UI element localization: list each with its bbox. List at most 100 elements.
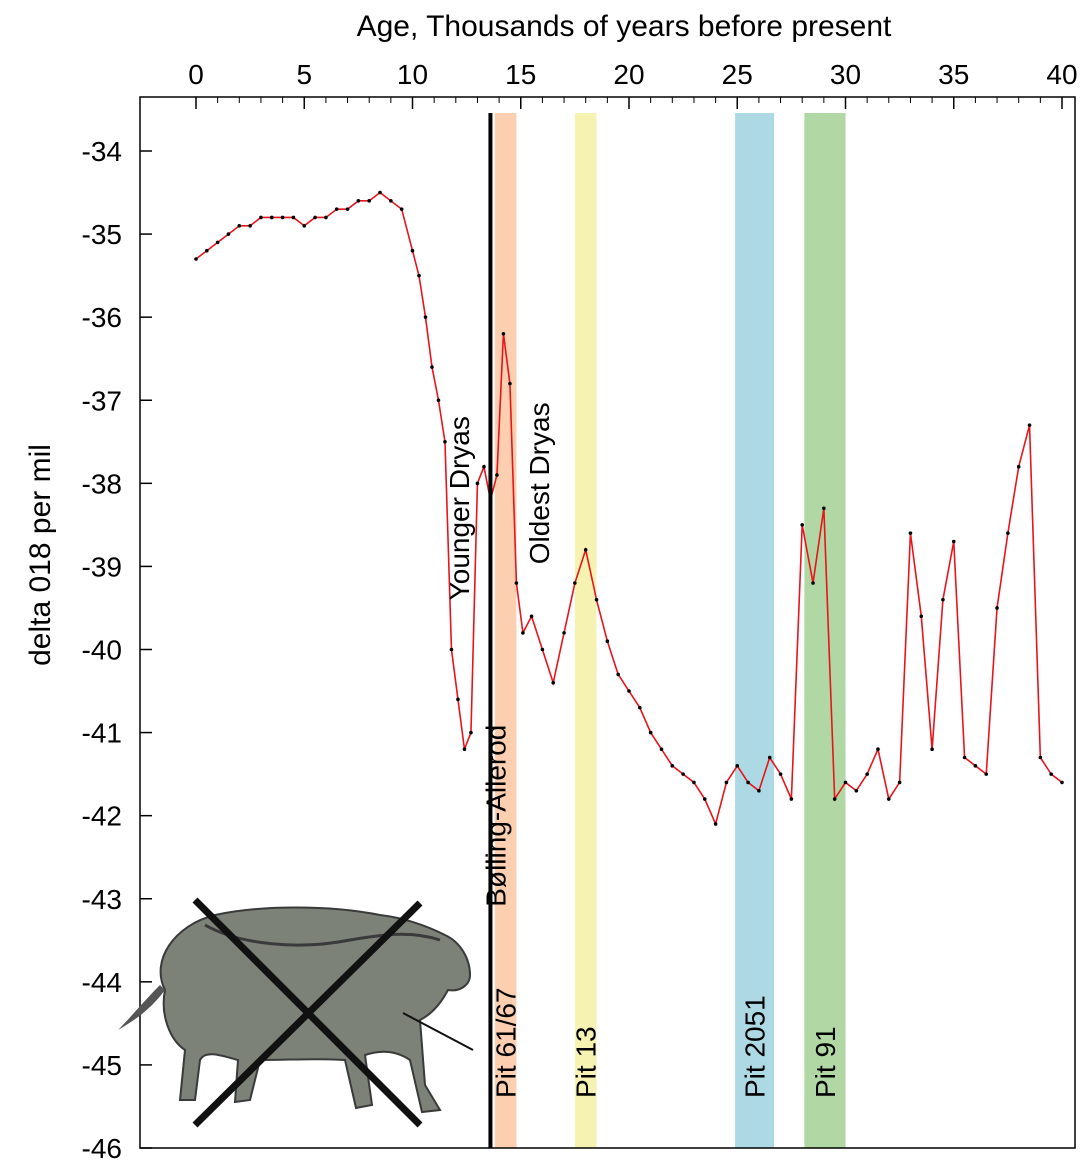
data-point-65: [822, 506, 826, 511]
data-point-59: [757, 788, 761, 793]
data-point-12: [324, 215, 328, 220]
data-point-56: [724, 780, 729, 785]
data-point-87: [1060, 780, 1064, 785]
data-point-85: [1038, 755, 1043, 760]
data-point-80: [984, 772, 989, 776]
x-tick-label-4: 20: [613, 59, 644, 90]
y-tick-label-12: -46: [82, 1133, 122, 1161]
y-tick-label-10: -44: [82, 967, 122, 998]
data-point-79: [973, 764, 978, 768]
x-axis-title: Age, Thousands of years before present: [357, 10, 892, 43]
data-point-26: [449, 647, 454, 652]
data-point-48: [638, 705, 642, 710]
band-1: [574, 113, 597, 1148]
data-point-7: [269, 215, 274, 220]
y-tick-label-6: -40: [82, 635, 122, 666]
band-labels: Pit 61/67 Pit 13 Pit 2051 Pit 91: [491, 987, 841, 1098]
x-tick-label-7: 35: [938, 59, 969, 90]
band-label-1: Pit 13: [571, 1026, 602, 1098]
data-point-49: [648, 730, 653, 735]
data-point-38: [529, 614, 534, 619]
data-point-64: [811, 581, 815, 585]
annotation-1: Oldest Dryas: [524, 402, 555, 564]
data-point-25: [443, 439, 447, 444]
x-tick-label-6: 30: [830, 59, 861, 90]
data-point-20: [410, 248, 415, 253]
data-point-41: [562, 631, 566, 635]
x-tick-label-8: 40: [1046, 59, 1077, 90]
data-point-74: [919, 614, 924, 619]
y-tick-label-0: -34: [82, 136, 122, 167]
data-point-9: [291, 215, 296, 220]
band-label-2: Pit 2051: [740, 995, 771, 1098]
wolf-icon: [118, 897, 474, 1128]
data-point-67: [843, 780, 848, 785]
data-point-35: [508, 381, 512, 386]
band-0: [494, 113, 517, 1148]
band-2: [735, 113, 775, 1148]
data-point-11: [313, 215, 317, 220]
data-point-82: [1006, 531, 1010, 535]
band-3: [804, 113, 846, 1148]
data-point-51: [670, 764, 675, 768]
data-point-16: [367, 199, 372, 203]
x-axis-ticks: 0 5 10 15 20 25 30 35 40: [188, 59, 1078, 109]
annotation-2: Bølling-Allerod: [481, 725, 512, 907]
data-point-30: [475, 481, 480, 486]
data-point-3: [226, 232, 231, 236]
data-point-1: [205, 248, 209, 253]
data-point-13: [334, 207, 339, 211]
data-point-10: [302, 223, 307, 228]
data-point-77: [951, 539, 956, 544]
data-point-86: [1049, 772, 1053, 776]
data-point-72: [897, 780, 902, 785]
data-point-70: [876, 747, 880, 751]
y-tick-label-7: -41: [82, 718, 122, 749]
data-point-29: [469, 730, 473, 735]
data-point-19: [399, 207, 404, 211]
data-point-62: [789, 797, 794, 801]
data-point-42: [573, 581, 577, 585]
data-point-53: [692, 780, 696, 785]
data-point-14: [345, 207, 350, 211]
data-point-66: [832, 797, 837, 801]
band-label-0: Pit 61/67: [491, 987, 522, 1098]
data-point-22: [423, 315, 428, 319]
data-point-0: [194, 257, 198, 261]
data-point-37: [521, 631, 525, 635]
data-point-15: [356, 199, 361, 203]
data-point-50: [659, 747, 664, 751]
data-point-63: [800, 523, 804, 527]
data-point-81: [995, 606, 999, 610]
data-point-78: [962, 755, 967, 760]
data-point-57: [735, 764, 740, 768]
annotation-0: Younger Dryas: [444, 416, 475, 600]
period-bands: [494, 113, 846, 1148]
data-point-61: [778, 772, 783, 776]
y-axis-ticks: -34 -35 -36 -37 -38 -39 -40 -41 -42 -43 -44 -45 -46: [82, 136, 152, 1161]
data-point-47: [627, 689, 631, 693]
y-axis-title: delta 018 per mil: [24, 444, 57, 666]
y-tick-label-11: -45: [82, 1050, 122, 1081]
y-tick-label-1: -35: [82, 219, 122, 250]
data-point-84: [1027, 423, 1032, 427]
y-tick-label-5: -39: [82, 551, 122, 582]
data-point-52: [681, 772, 685, 776]
delta-o18-series: [194, 190, 1064, 827]
series-line: [195, 191, 1063, 827]
y-tick-label-3: -37: [82, 385, 122, 416]
data-point-73: [908, 531, 913, 535]
data-point-18: [389, 199, 393, 203]
data-point-33: [495, 473, 499, 477]
data-point-83: [1016, 464, 1021, 469]
data-point-46: [616, 672, 620, 677]
x-tick-label-2: 10: [397, 59, 428, 90]
data-point-58: [746, 780, 750, 785]
y-tick-label-9: -43: [82, 884, 122, 915]
data-point-60: [767, 755, 772, 760]
data-point-39: [540, 647, 545, 652]
data-point-40: [551, 680, 556, 685]
band-label-3: Pit 91: [810, 1026, 841, 1098]
y-tick-label-8: -42: [82, 801, 122, 832]
